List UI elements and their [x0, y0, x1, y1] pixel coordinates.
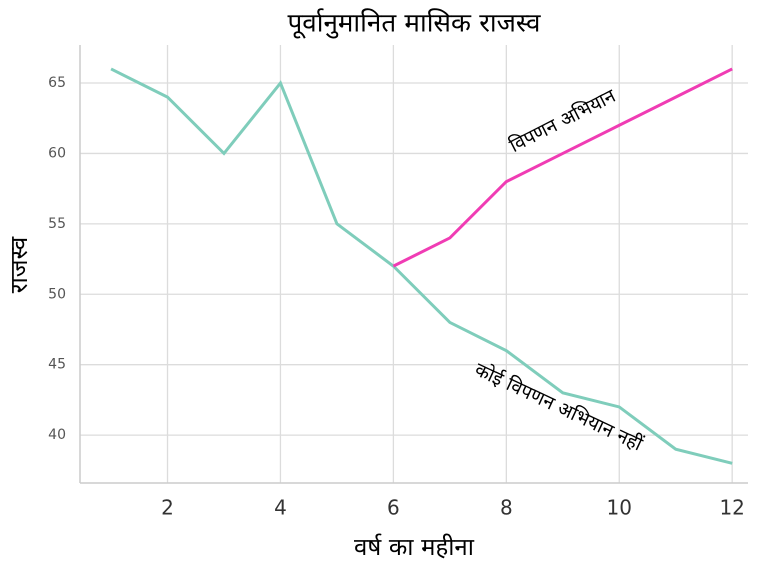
y-axis-label: राजस्व	[5, 236, 33, 293]
x-tick-label: 8	[500, 496, 513, 520]
x-tick-label: 4	[274, 496, 287, 520]
x-tick-label: 12	[719, 496, 744, 520]
y-tick-label: 50	[48, 286, 66, 302]
x-tick-label: 6	[387, 496, 400, 520]
line-annotation: विपणन अभियान	[505, 84, 619, 157]
y-tick-label: 55	[48, 216, 66, 232]
x-tick-label: 10	[607, 496, 632, 520]
x-tick-label: 2	[161, 496, 174, 520]
y-tick-label: 45	[48, 357, 66, 373]
y-tick-label: 60	[48, 145, 66, 161]
line	[392, 67, 733, 268]
x-axis-label: वर्ष का महीना	[354, 533, 475, 561]
line	[110, 67, 733, 465]
y-tick-label: 40	[48, 427, 66, 443]
y-tick-label: 65	[48, 75, 66, 91]
chart-title: पूर्वानुमानित मासिक राजस्व	[288, 8, 542, 40]
